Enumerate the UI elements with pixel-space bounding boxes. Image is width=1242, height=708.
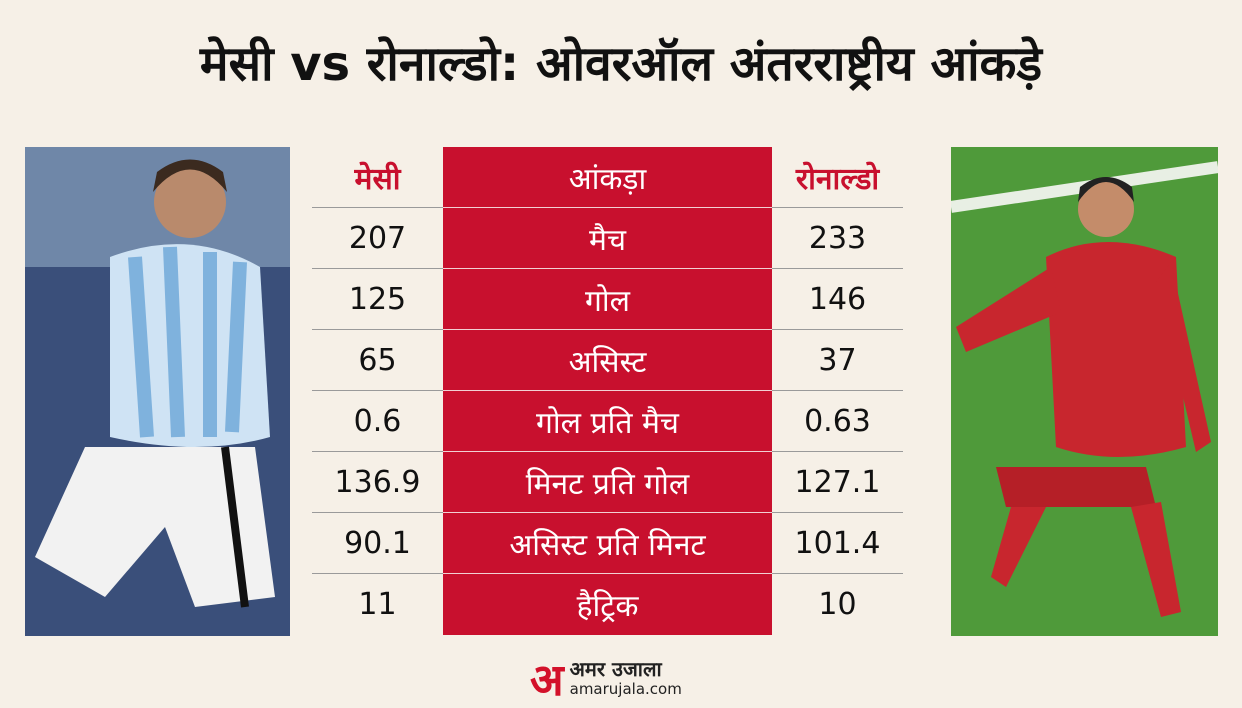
stat-label: असिस्ट प्रति मिनट [443,513,772,574]
table-row: 11 हैट्रिक 10 [312,574,928,635]
logo-mark: अ [530,655,564,706]
stat-value: 146 [772,269,903,330]
stat-value: 127.1 [772,452,903,513]
header-cell: रोनाल्डो [772,147,903,208]
stat-value: 125 [312,269,443,330]
stat-value: 11 [358,587,397,622]
title: मेसी vs रोनाल्डो: ओवरऑल अंतरराष्ट्रीय आं… [199,36,1043,92]
stat-value: 0.63 [772,391,903,452]
logo: अ अमर उजाला amarujala.com [530,648,682,708]
brand: अमर उजाला [569,657,662,681]
site: amarujala.com [569,680,682,698]
stat-label: गोल [443,269,772,330]
header-cell: आंकड़ा [443,147,772,208]
stat-value: 65 [312,330,443,391]
table-row: 0.6 गोल प्रति मैच 0.63 [312,391,928,452]
stat-value: 101.4 [772,513,903,574]
table-row: 125 गोल 146 [312,269,928,330]
stat-value: 10 [818,587,857,622]
stat-label: हैट्रिक [443,574,772,635]
stats-table: मेसी आंकड़ा रोनाल्डो 207 मैच 233 125 गोल 146 65 अस… [312,147,928,635]
stat-value: 37 [772,330,903,391]
table-row: 90.1 असिस्ट प्रति मिनट 101.4 [312,513,928,574]
stat-value: 136.9 [312,452,443,513]
stat-value: 90.1 [312,513,443,574]
table-row: 65 असिस्ट 37 [312,330,928,391]
stat-value: 207 [312,208,443,269]
logo-text: अमर उजाला amarujala.com [570,658,682,698]
stat-label: मिनट प्रति गोल [443,452,772,513]
messi-photo [25,147,290,636]
header-row: मेसी आंकड़ा रोनाल्डो [312,147,928,208]
table-row: 207 मैच 233 [312,208,928,269]
stat-label: असिस्ट [443,330,772,391]
header-cell: मेसी [312,147,443,208]
stat-value: 233 [772,208,903,269]
stat-label: गोल प्रति मैच [443,391,772,452]
stat-label: मैच [443,208,772,269]
table-row: 136.9 मिनट प्रति गोल 127.1 [312,452,928,513]
ronaldo-photo [951,147,1218,636]
stat-value: 0.6 [312,391,443,452]
